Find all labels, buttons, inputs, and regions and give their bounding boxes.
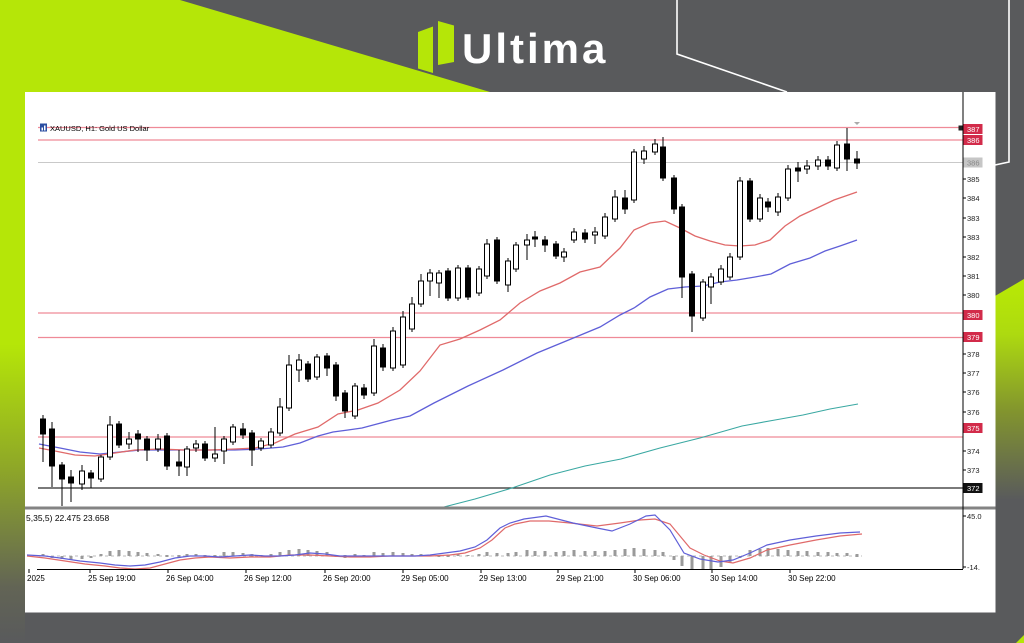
svg-text:374: 374 bbox=[967, 447, 980, 456]
svg-text:26 Sep 04:00: 26 Sep 04:00 bbox=[166, 574, 214, 583]
svg-text:5,35,5) 22.475 23.658: 5,35,5) 22.475 23.658 bbox=[26, 513, 109, 523]
svg-text:386: 386 bbox=[967, 136, 980, 145]
svg-text:379: 379 bbox=[967, 333, 980, 342]
svg-text:372: 372 bbox=[967, 484, 980, 493]
svg-text:XAUUSD, H1: Gold US Dollar: XAUUSD, H1: Gold US Dollar bbox=[50, 124, 150, 133]
svg-text:385: 385 bbox=[967, 175, 980, 184]
svg-text:382: 382 bbox=[967, 253, 980, 262]
svg-text:30 Sep 14:00: 30 Sep 14:00 bbox=[710, 574, 758, 583]
svg-text:30 Sep 22:00: 30 Sep 22:00 bbox=[788, 574, 836, 583]
svg-text:375: 375 bbox=[967, 424, 980, 433]
svg-text:-14.: -14. bbox=[967, 563, 980, 572]
svg-text:26 Sep 20:00: 26 Sep 20:00 bbox=[323, 574, 371, 583]
svg-text:376: 376 bbox=[967, 388, 980, 397]
svg-text:381: 381 bbox=[967, 272, 980, 281]
svg-text:373: 373 bbox=[967, 466, 980, 475]
svg-text:45.0: 45.0 bbox=[967, 512, 982, 521]
svg-text:380: 380 bbox=[967, 291, 980, 300]
svg-text:376: 376 bbox=[967, 408, 980, 417]
svg-text:Ultima: Ultima bbox=[462, 25, 608, 72]
svg-text:384: 384 bbox=[967, 194, 980, 203]
svg-text:378: 378 bbox=[967, 350, 980, 359]
svg-text:29 Sep 13:00: 29 Sep 13:00 bbox=[479, 574, 527, 583]
svg-text:380: 380 bbox=[967, 311, 980, 320]
svg-text:2025: 2025 bbox=[27, 574, 45, 583]
svg-text:29 Sep 05:00: 29 Sep 05:00 bbox=[401, 574, 449, 583]
svg-text:377: 377 bbox=[967, 369, 980, 378]
svg-text:383: 383 bbox=[967, 214, 980, 223]
svg-text:387: 387 bbox=[967, 125, 980, 134]
svg-text:383: 383 bbox=[967, 233, 980, 242]
svg-text:386: 386 bbox=[967, 159, 980, 168]
svg-text:25 Sep 19:00: 25 Sep 19:00 bbox=[88, 574, 136, 583]
svg-text:30 Sep 06:00: 30 Sep 06:00 bbox=[633, 574, 681, 583]
svg-text:26 Sep 12:00: 26 Sep 12:00 bbox=[244, 574, 292, 583]
svg-text:29 Sep 21:00: 29 Sep 21:00 bbox=[556, 574, 604, 583]
